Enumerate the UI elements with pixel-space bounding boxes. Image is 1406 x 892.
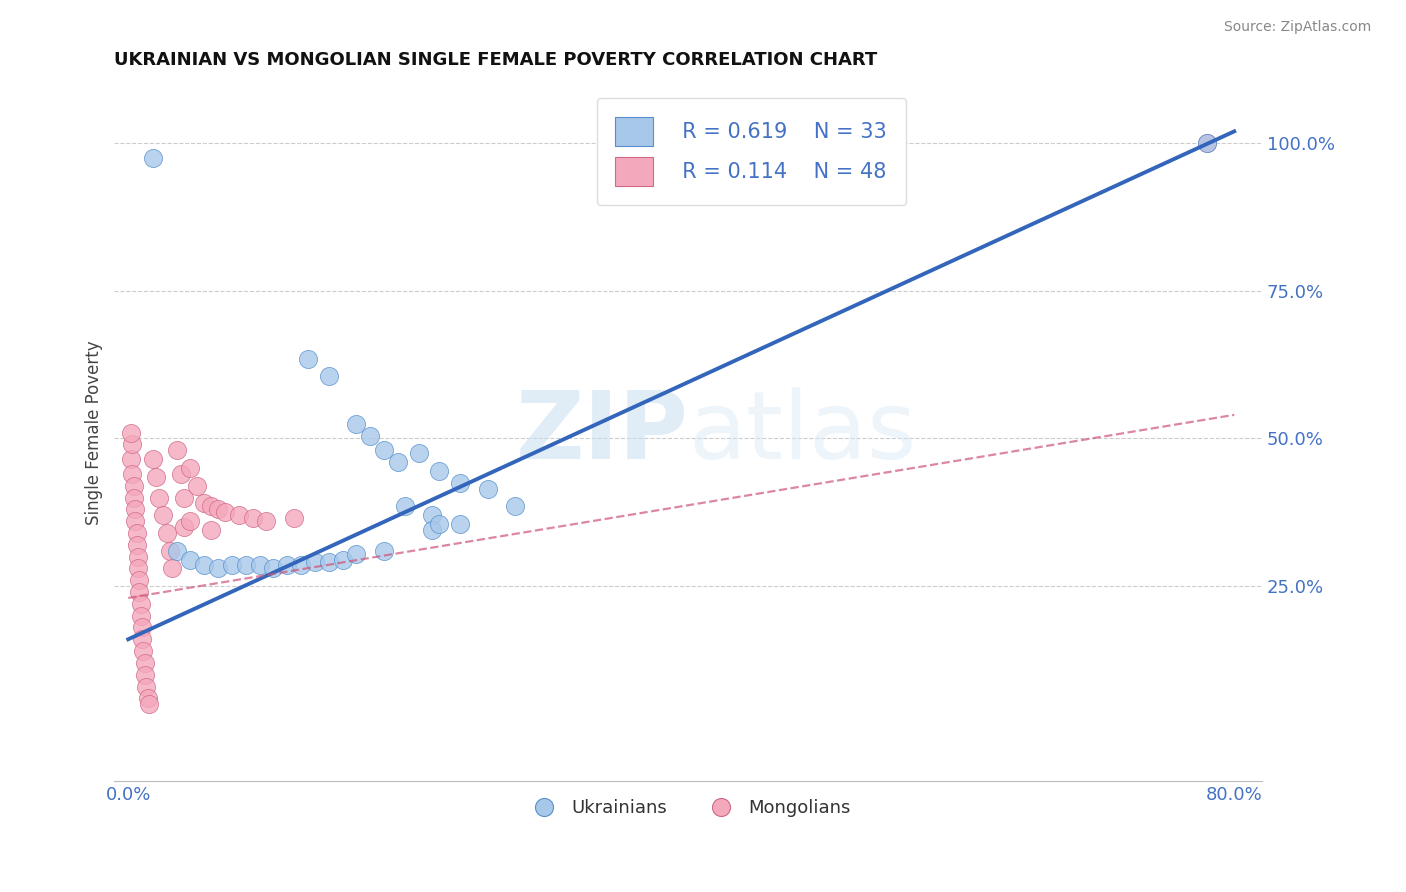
Point [427,464,450,478]
Point [449,517,471,532]
Point [427,517,450,532]
Point [477,482,499,496]
Point [134,656,156,670]
Point [207,561,229,575]
Point [142,151,165,165]
Point [120,452,142,467]
Point [152,508,174,523]
Point [242,511,264,525]
Point [121,437,143,451]
Point [207,502,229,516]
Point [134,667,156,681]
Point [1195,136,1218,151]
Point [422,508,444,523]
Text: UKRAINIAN VS MONGOLIAN SINGLE FEMALE POVERTY CORRELATION CHART: UKRAINIAN VS MONGOLIAN SINGLE FEMALE POV… [114,51,877,69]
Point [173,520,195,534]
Y-axis label: Single Female Poverty: Single Female Poverty [86,340,103,524]
Text: atlas: atlas [688,386,917,479]
Text: Source: ZipAtlas.com: Source: ZipAtlas.com [1223,20,1371,34]
Point [304,556,326,570]
Point [129,608,152,623]
Point [162,561,184,575]
Point [221,558,243,573]
Point [145,470,167,484]
Point [290,558,312,573]
Point [186,479,208,493]
Point [125,538,148,552]
Point [256,514,278,528]
Point [228,508,250,523]
Point [373,443,395,458]
Point [318,369,340,384]
Point [200,523,222,537]
Point [125,525,148,540]
Point [131,620,153,634]
Point [193,496,215,510]
Point [122,479,145,493]
Point [262,561,284,575]
Point [156,525,179,540]
Point [159,543,181,558]
Point [1195,136,1218,151]
Point [408,446,430,460]
Point [387,455,409,469]
Point [128,573,150,587]
Point [235,558,257,573]
Point [249,558,271,573]
Point [422,523,444,537]
Point [344,417,367,431]
Point [318,556,340,570]
Point [121,467,143,481]
Point [505,500,527,514]
Point [394,500,416,514]
Point [127,549,149,564]
Point [179,461,201,475]
Point [166,543,188,558]
Point [120,425,142,440]
Point [124,514,146,528]
Point [136,691,159,706]
Point [449,475,471,490]
Point [193,558,215,573]
Text: ZIP: ZIP [515,386,688,479]
Point [166,443,188,458]
Point [148,491,170,505]
Point [179,514,201,528]
Point [373,543,395,558]
Point [132,644,155,658]
Point [131,632,153,647]
Point [170,467,193,481]
Point [200,500,222,514]
Point [127,561,149,575]
Point [135,680,157,694]
Legend: Ukrainians, Mongolians: Ukrainians, Mongolians [519,792,858,824]
Point [276,558,298,573]
Point [214,505,236,519]
Point [179,552,201,566]
Point [359,428,381,442]
Point [142,452,165,467]
Point [173,491,195,505]
Point [124,502,146,516]
Point [122,491,145,505]
Point [128,585,150,599]
Point [332,552,354,566]
Point [283,511,305,525]
Point [129,597,152,611]
Point [297,351,319,366]
Point [138,697,160,711]
Point [344,547,367,561]
